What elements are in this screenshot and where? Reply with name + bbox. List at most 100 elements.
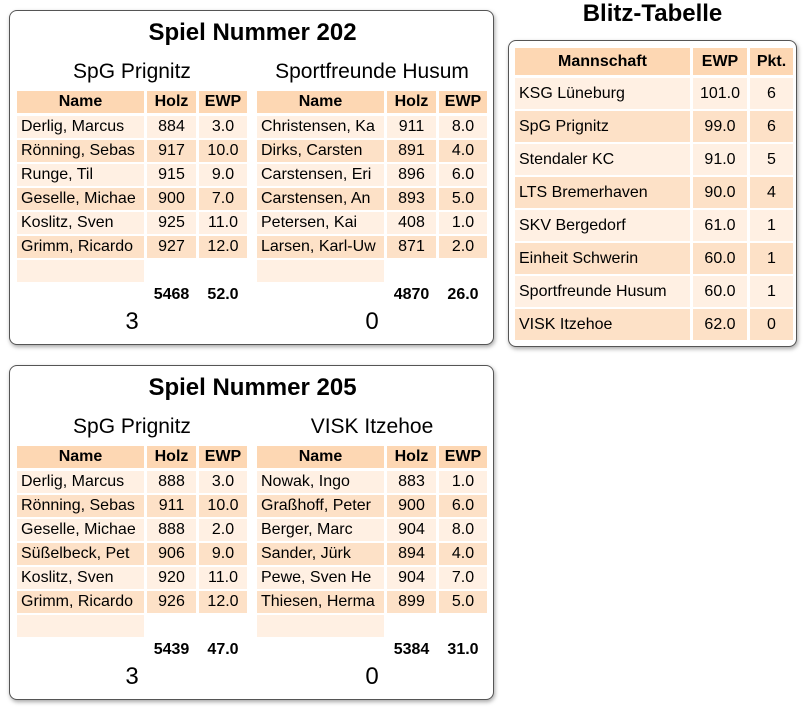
- score-cell: 883: [387, 471, 436, 493]
- team-name: Einheit Schwerin: [515, 243, 690, 274]
- standings-title: Blitz-Tabelle: [582, 0, 723, 27]
- player-name: Pewe, Sven He: [257, 567, 384, 589]
- player-name: Sander, Jürk: [257, 543, 384, 565]
- score-cell: 10.0: [199, 495, 247, 517]
- score-cell: 4.0: [439, 140, 487, 162]
- column-header: EWP: [439, 446, 487, 468]
- standing-value: 91.0: [693, 144, 747, 175]
- score-cell: 911: [147, 495, 196, 517]
- player-name: Geselle, Michae: [17, 188, 144, 210]
- player-name: Grimm, Ricardo: [17, 591, 144, 613]
- team-name: SpG Prignitz: [73, 415, 191, 438]
- team-name: Sportfreunde Husum: [515, 276, 690, 307]
- empty-row: [257, 615, 384, 637]
- score-cell: 408: [387, 212, 436, 234]
- match-card: Spiel Nummer 205 SpG Prignitz Name Holz EWP D…: [9, 365, 494, 700]
- column-header: Name: [257, 446, 384, 468]
- score-cell: 4.0: [439, 543, 487, 565]
- score-cell: 5.0: [439, 591, 487, 613]
- score-cell: 5.0: [439, 188, 487, 210]
- standing-value: 6: [750, 78, 793, 109]
- team-name: VISK Itzehoe: [515, 309, 690, 340]
- score-cell: 893: [387, 188, 436, 210]
- match-score: 3: [125, 663, 139, 690]
- player-name: Berger, Marc: [257, 519, 384, 541]
- score-cell: 900: [387, 495, 436, 517]
- standings-card: Mannschaft EWP Pkt. KSG Lüneburg 101.0 6 SpG P…: [508, 40, 797, 347]
- player-name: Koslitz, Sven: [17, 212, 144, 234]
- total-ewp: 26.0: [447, 286, 479, 303]
- player-name: Runge, Til: [17, 164, 144, 186]
- column-header: EWP: [439, 91, 487, 113]
- match-card: Spiel Nummer 202 SpG Prignitz Name Holz EWP D…: [9, 10, 494, 345]
- team-name: Stendaler KC: [515, 144, 690, 175]
- match-title: Spiel Nummer 202: [148, 19, 357, 46]
- standing-value: 1: [750, 243, 793, 274]
- score-cell: 904: [387, 519, 436, 541]
- standing-value: 60.0: [693, 276, 747, 307]
- score-cell: 9.0: [199, 164, 247, 186]
- standing-value: 61.0: [693, 210, 747, 241]
- standing-value: 6: [750, 111, 793, 142]
- standing-value: 4: [750, 177, 793, 208]
- column-header: EWP: [693, 48, 747, 75]
- player-name: Geselle, Michae: [17, 519, 144, 541]
- team-name: KSG Lüneburg: [515, 78, 690, 109]
- score-cell: 927: [147, 236, 196, 258]
- total-holz: 5384: [393, 641, 430, 658]
- score-cell: 891: [387, 140, 436, 162]
- score-cell: 3.0: [199, 116, 247, 138]
- player-name: Grimm, Ricardo: [17, 236, 144, 258]
- score-cell: 11.0: [199, 567, 247, 589]
- team-name: SKV Bergedorf: [515, 210, 690, 241]
- standing-value: 99.0: [693, 111, 747, 142]
- score-cell: 6.0: [439, 495, 487, 517]
- player-name: Carstensen, An: [257, 188, 384, 210]
- score-cell: 911: [387, 116, 436, 138]
- score-cell: 884: [147, 116, 196, 138]
- empty-row: [17, 615, 144, 637]
- match-score: 3: [125, 308, 139, 335]
- score-cell: 3.0: [199, 471, 247, 493]
- team-name: Sportfreunde Husum: [275, 60, 469, 83]
- empty-row: [257, 260, 384, 282]
- player-name: Derlig, Marcus: [17, 116, 144, 138]
- score-cell: 899: [387, 591, 436, 613]
- score-cell: 12.0: [199, 591, 247, 613]
- score-cell: 915: [147, 164, 196, 186]
- column-header: Holz: [387, 446, 436, 468]
- score-cell: 920: [147, 567, 196, 589]
- player-name: Derlig, Marcus: [17, 471, 144, 493]
- team-name: SpG Prignitz: [515, 111, 690, 142]
- score-cell: 896: [387, 164, 436, 186]
- total-holz: 5468: [153, 286, 190, 303]
- team-name: LTS Bremerhaven: [515, 177, 690, 208]
- score-cell: 10.0: [199, 140, 247, 162]
- column-header: Name: [257, 91, 384, 113]
- score-cell: 871: [387, 236, 436, 258]
- score-cell: 900: [147, 188, 196, 210]
- score-cell: 1.0: [439, 471, 487, 493]
- standing-value: 1: [750, 276, 793, 307]
- player-name: Christensen, Ka: [257, 116, 384, 138]
- match-title: Spiel Nummer 205: [148, 374, 357, 401]
- player-name: Dirks, Carsten: [257, 140, 384, 162]
- standing-value: 101.0: [693, 78, 747, 109]
- total-holz: 5439: [153, 641, 190, 658]
- column-header: Pkt.: [750, 48, 793, 75]
- standing-value: 1: [750, 210, 793, 241]
- player-name: Larsen, Karl-Uw: [257, 236, 384, 258]
- player-name: Rönning, Sebas: [17, 495, 144, 517]
- score-cell: 9.0: [199, 543, 247, 565]
- player-name: Koslitz, Sven: [17, 567, 144, 589]
- column-header: Holz: [387, 91, 436, 113]
- total-ewp: 52.0: [207, 286, 239, 303]
- player-name: Süßelbeck, Pet: [17, 543, 144, 565]
- score-cell: 2.0: [439, 236, 487, 258]
- score-cell: 8.0: [439, 519, 487, 541]
- score-cell: 888: [147, 471, 196, 493]
- standing-value: 60.0: [693, 243, 747, 274]
- column-header: EWP: [199, 446, 247, 468]
- score-cell: 904: [387, 567, 436, 589]
